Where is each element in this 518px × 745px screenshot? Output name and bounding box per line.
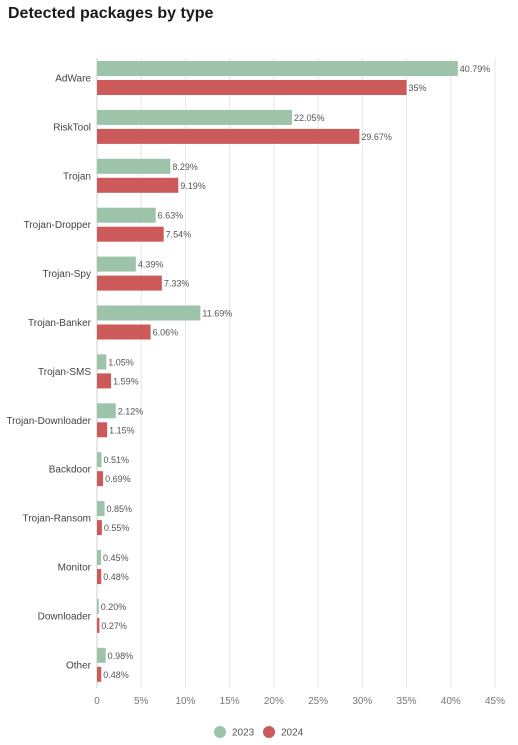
data-label: 29.67% bbox=[361, 132, 392, 142]
data-label: 11.69% bbox=[202, 309, 232, 319]
data-label: 0.27% bbox=[101, 621, 127, 631]
data-label: 0.48% bbox=[103, 572, 129, 582]
category-label: Trojan-Downloader bbox=[6, 416, 91, 427]
category-label: AdWare bbox=[55, 74, 91, 85]
chart-title: Detected packages by type bbox=[8, 5, 214, 22]
bar-2023 bbox=[97, 158, 171, 174]
data-label: 9.19% bbox=[180, 181, 206, 191]
bar-2024 bbox=[97, 177, 179, 193]
x-tick-label: 40% bbox=[441, 696, 461, 707]
x-tick-label: 30% bbox=[352, 696, 372, 707]
legend-marker-2023 bbox=[214, 726, 226, 738]
x-tick-label: 0 bbox=[94, 696, 100, 707]
data-label: 0.20% bbox=[101, 602, 127, 612]
bar-2023 bbox=[97, 501, 105, 517]
data-label: 1.05% bbox=[108, 357, 134, 367]
bar-2023 bbox=[97, 598, 99, 614]
data-label: 7.33% bbox=[164, 279, 190, 289]
bar-2023 bbox=[97, 305, 201, 321]
data-label: 35% bbox=[409, 83, 427, 93]
category-label: Backdoor bbox=[49, 465, 92, 476]
category-label: Trojan-Spy bbox=[42, 269, 91, 280]
bar-2024 bbox=[97, 666, 102, 682]
x-tick-label: 35% bbox=[397, 696, 417, 707]
data-label: 0.85% bbox=[107, 504, 133, 514]
legend-marker-2024 bbox=[263, 726, 275, 738]
data-label: 0.69% bbox=[105, 474, 131, 484]
x-tick-label: 15% bbox=[220, 696, 240, 707]
bar-2024 bbox=[97, 520, 102, 536]
category-label: Trojan-SMS bbox=[38, 367, 91, 378]
x-tick-label: 10% bbox=[175, 696, 195, 707]
data-label: 0.98% bbox=[108, 651, 134, 661]
category-label: Downloader bbox=[38, 611, 92, 622]
data-label: 1.15% bbox=[109, 425, 135, 435]
data-label: 0.48% bbox=[103, 670, 129, 680]
bar-2023 bbox=[97, 61, 458, 76]
bar-2024 bbox=[97, 569, 102, 584]
category-label: Monitor bbox=[58, 563, 92, 574]
bar-2024 bbox=[97, 373, 112, 389]
data-label: 7.54% bbox=[166, 230, 192, 240]
bar-2024 bbox=[97, 128, 360, 144]
data-label: 1.59% bbox=[113, 376, 139, 386]
bar-2024 bbox=[97, 275, 162, 291]
bar-2024 bbox=[97, 324, 151, 340]
data-label: 6.63% bbox=[158, 211, 184, 221]
data-label: 22.05% bbox=[294, 113, 325, 123]
bar-2024 bbox=[97, 617, 100, 633]
bar-2024 bbox=[97, 80, 407, 95]
category-label: RiskTool bbox=[53, 122, 91, 133]
data-label: 2.12% bbox=[118, 406, 144, 416]
bar-2024 bbox=[97, 226, 164, 242]
category-label: Trojan-Ransom bbox=[22, 514, 91, 525]
data-label: 0.45% bbox=[103, 553, 129, 563]
bar-2023 bbox=[97, 256, 136, 272]
x-tick-label: 20% bbox=[264, 696, 284, 707]
data-label: 0.51% bbox=[104, 455, 130, 465]
category-label: Trojan-Banker bbox=[28, 318, 92, 329]
category-label: Trojan-Dropper bbox=[24, 220, 92, 231]
data-label: 8.29% bbox=[172, 162, 198, 172]
bar-2023 bbox=[97, 354, 107, 370]
category-label: Trojan bbox=[63, 171, 91, 182]
legend-label: 2023 bbox=[232, 728, 255, 739]
bar-2023 bbox=[97, 207, 156, 223]
bar-2023 bbox=[97, 647, 106, 663]
bar-2024 bbox=[97, 471, 104, 487]
bar-2023 bbox=[97, 452, 102, 468]
x-tick-label: 5% bbox=[134, 696, 149, 707]
legend-label: 2024 bbox=[281, 728, 304, 739]
bar-2023 bbox=[97, 550, 101, 565]
x-tick-label: 25% bbox=[308, 696, 328, 707]
category-label: Other bbox=[66, 660, 92, 671]
bar-2023 bbox=[97, 403, 116, 419]
bar-2024 bbox=[97, 422, 108, 438]
data-label: 0.55% bbox=[104, 523, 130, 533]
data-label: 40.79% bbox=[460, 64, 491, 74]
data-label: 6.06% bbox=[153, 328, 179, 338]
bar-2023 bbox=[97, 109, 293, 125]
data-label: 4.39% bbox=[138, 260, 164, 270]
x-tick-label: 45% bbox=[485, 696, 505, 707]
